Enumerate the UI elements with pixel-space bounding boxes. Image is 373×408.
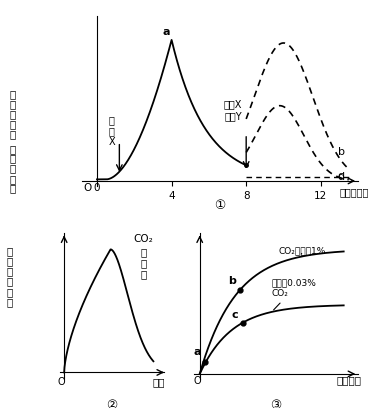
Text: CO₂浓度为1%: CO₂浓度为1%	[279, 246, 326, 255]
Text: ①: ①	[214, 200, 226, 212]
Text: 率: 率	[7, 297, 13, 307]
Text: O: O	[84, 183, 92, 193]
Text: 吸: 吸	[141, 247, 147, 257]
Text: 相: 相	[10, 153, 16, 163]
Text: 酶: 酶	[7, 246, 13, 256]
Text: 抗: 抗	[10, 89, 16, 99]
Text: 收: 收	[141, 258, 147, 268]
Text: c: c	[232, 310, 239, 320]
Text: 浓度为0.03%
CO₂: 浓度为0.03% CO₂	[272, 278, 317, 310]
Text: a: a	[162, 27, 170, 37]
Text: 量: 量	[141, 269, 147, 279]
Text: 生: 生	[10, 120, 16, 129]
Text: 化: 化	[7, 277, 13, 286]
Text: d: d	[338, 172, 345, 182]
Text: 产: 产	[10, 109, 16, 119]
Text: ）: ）	[10, 183, 16, 193]
Text: b: b	[228, 276, 236, 286]
Text: 抗
原
X: 抗 原 X	[109, 115, 115, 147]
Text: ③: ③	[270, 399, 282, 408]
Text: 时间（天）: 时间（天）	[339, 187, 369, 197]
Text: O: O	[58, 377, 65, 387]
Text: 效: 效	[7, 287, 13, 297]
Text: 温度: 温度	[153, 377, 165, 387]
Text: 催: 催	[7, 266, 13, 276]
Text: 体: 体	[10, 99, 16, 109]
Text: 的: 的	[7, 256, 13, 266]
Text: 量: 量	[10, 130, 16, 140]
Text: 量: 量	[10, 174, 16, 184]
Text: b: b	[338, 147, 345, 157]
Text: CO₂: CO₂	[134, 234, 153, 244]
Text: c: c	[338, 171, 344, 181]
Text: 0: 0	[94, 183, 100, 193]
Text: O: O	[193, 376, 201, 386]
Text: ②: ②	[106, 399, 117, 408]
Text: 光照强度: 光照强度	[337, 376, 362, 386]
Text: 对: 对	[10, 164, 16, 173]
Text: （: （	[10, 144, 16, 154]
Text: 抗原X
抗原Y: 抗原X 抗原Y	[224, 100, 242, 121]
Text: a: a	[194, 347, 201, 357]
